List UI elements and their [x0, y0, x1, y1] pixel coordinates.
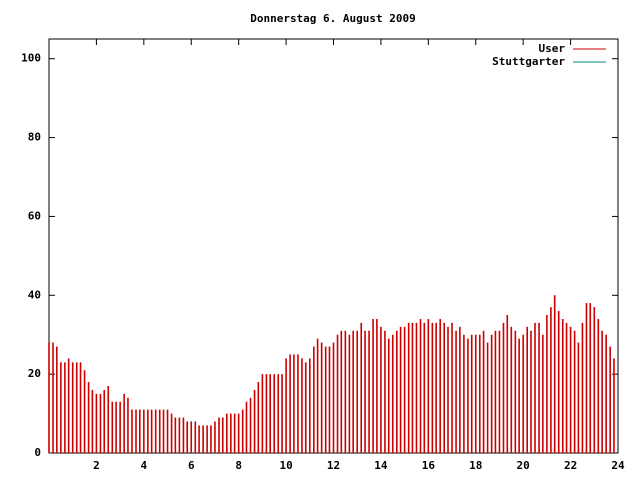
x-tick-label: 24	[611, 459, 625, 472]
x-tick-label: 16	[422, 459, 436, 472]
legend-label: User	[539, 42, 566, 55]
y-tick-label: 40	[28, 288, 41, 301]
x-tick-label: 22	[564, 459, 577, 472]
y-tick-label: 80	[28, 131, 41, 144]
x-tick-label: 6	[188, 459, 195, 472]
x-tick-label: 10	[279, 459, 292, 472]
x-tick-label: 20	[517, 459, 530, 472]
y-tick-label: 100	[21, 52, 41, 65]
x-tick-label: 18	[469, 459, 482, 472]
y-tick-label: 60	[28, 209, 41, 222]
x-tick-label: 12	[327, 459, 340, 472]
x-tick-label: 4	[141, 459, 148, 472]
x-tick-label: 2	[93, 459, 100, 472]
y-tick-label: 0	[34, 446, 41, 459]
x-tick-label: 14	[374, 459, 388, 472]
x-tick-label: 8	[235, 459, 242, 472]
chart-title: Donnerstag 6. August 2009	[250, 12, 416, 25]
legend-label: Stuttgarter	[492, 55, 565, 68]
y-tick-label: 20	[28, 367, 41, 380]
